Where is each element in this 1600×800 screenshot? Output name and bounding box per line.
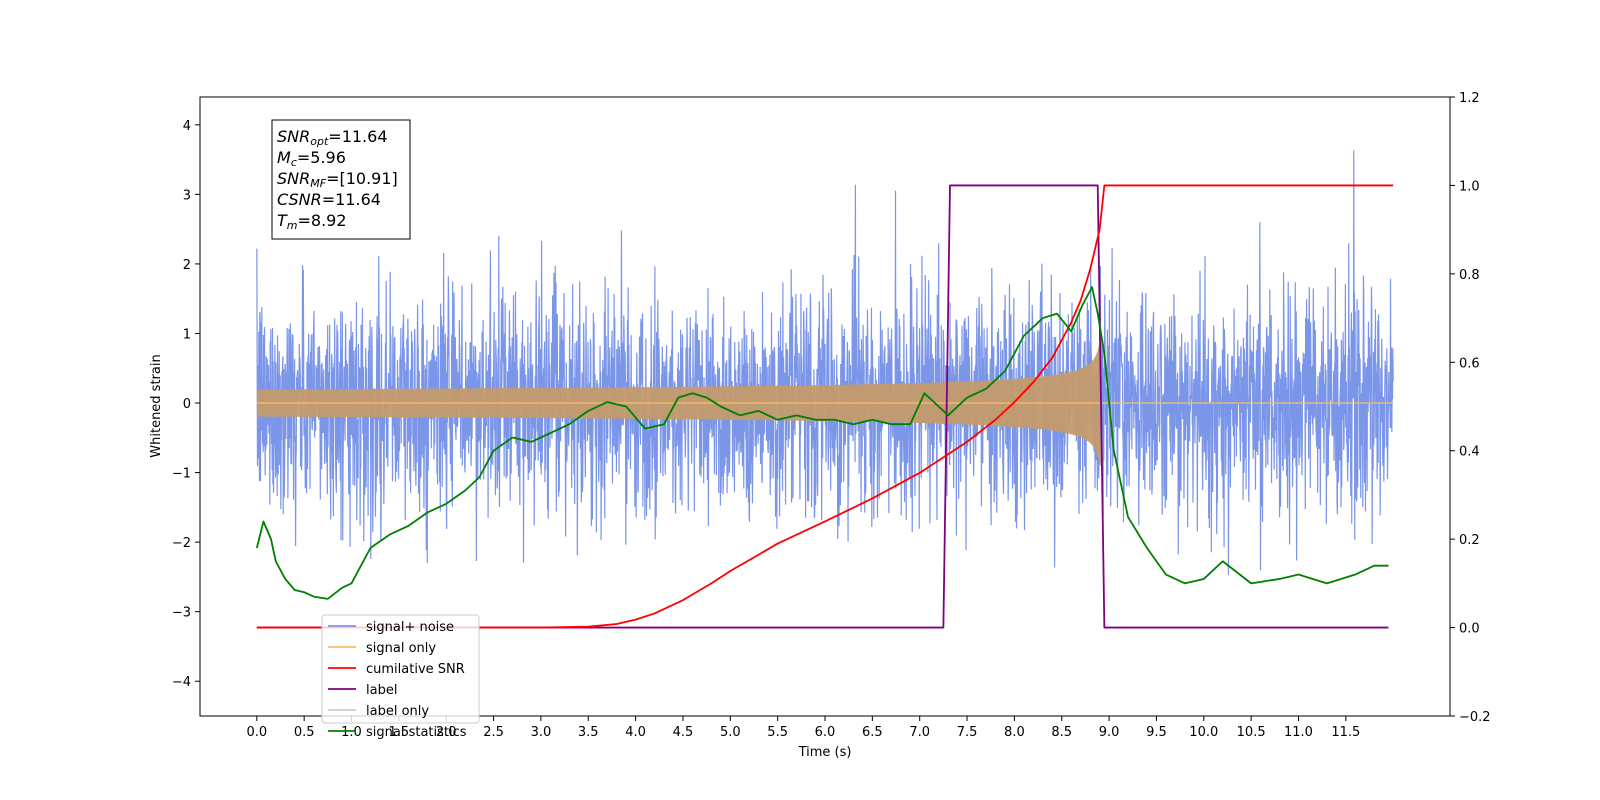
right-y-tick-label: 0.4 bbox=[1459, 445, 1480, 460]
cumilative-snr-line bbox=[256, 184, 1394, 629]
x-tick-label: 11.5 bbox=[1331, 725, 1360, 740]
x-tick-label: 2.5 bbox=[483, 725, 504, 740]
legend-label: signal+ noise bbox=[366, 620, 454, 635]
x-tick-label: 11.0 bbox=[1284, 725, 1313, 740]
info-value: =8.92 bbox=[298, 211, 347, 230]
left-y-tick-label: −3 bbox=[172, 606, 191, 621]
legend-label: signal only bbox=[366, 641, 436, 656]
x-tick-label: 8.5 bbox=[1051, 725, 1072, 740]
info-symbol: T bbox=[277, 211, 288, 230]
x-tick-label: 6.5 bbox=[862, 725, 883, 740]
legend-label: cumilative SNR bbox=[366, 662, 465, 677]
label-line bbox=[256, 184, 1389, 629]
left-y-axis-label: Whitened strain bbox=[149, 354, 164, 457]
right-y-axis-ticks: 1.2 1.0 0.8 0.6 0.4 0.2 0.0 −0.2 bbox=[1450, 91, 1491, 725]
legend-label: label bbox=[366, 683, 397, 698]
info-symbol: M bbox=[277, 148, 291, 167]
signal-statistics-line bbox=[255, 286, 1389, 600]
x-axis-label: Time (s) bbox=[798, 745, 852, 760]
info-value: =5.96 bbox=[297, 148, 346, 167]
right-y-tick-label: 0.0 bbox=[1459, 622, 1480, 637]
info-line: Mc=5.96 bbox=[277, 148, 346, 169]
info-symbol: SNR bbox=[277, 127, 310, 146]
x-tick-label: 5.5 bbox=[767, 725, 788, 740]
signal-noise-line bbox=[256, 150, 1394, 575]
left-y-tick-label: 3 bbox=[183, 188, 191, 203]
x-tick-label: 1.0 bbox=[341, 725, 362, 740]
x-tick-label: 0.5 bbox=[294, 725, 315, 740]
left-y-axis-ticks: 4 3 2 1 0 −1 −2 −3 −4 bbox=[172, 119, 200, 690]
info-subscript: opt bbox=[310, 135, 329, 148]
info-box: SNRopt=11.64Mc=5.96SNRMF=[10.91]CSNR=11.… bbox=[271, 119, 411, 240]
info-line: CSNR=11.64 bbox=[277, 190, 381, 209]
x-tick-label: 7.0 bbox=[909, 725, 930, 740]
legend-label: signal statistics bbox=[366, 725, 467, 740]
x-tick-label: 9.5 bbox=[1146, 725, 1167, 740]
info-value: =[10.91] bbox=[326, 169, 398, 188]
left-y-tick-label: 4 bbox=[183, 119, 191, 134]
info-subscript: c bbox=[291, 156, 297, 169]
x-tick-label: 10.5 bbox=[1237, 725, 1266, 740]
left-y-tick-label: 2 bbox=[183, 258, 191, 273]
right-y-tick-label: 0.6 bbox=[1459, 356, 1480, 371]
info-subscript: m bbox=[287, 219, 298, 232]
x-tick-label: 9.0 bbox=[1099, 725, 1120, 740]
info-subscript: MF bbox=[310, 177, 326, 190]
x-tick-label: 6.0 bbox=[815, 725, 836, 740]
x-tick-label: 7.5 bbox=[957, 725, 978, 740]
left-y-tick-label: −2 bbox=[172, 536, 191, 551]
signal-only-series bbox=[256, 340, 1394, 466]
x-tick-label: 5.0 bbox=[720, 725, 741, 740]
info-value: =11.64 bbox=[328, 127, 387, 146]
x-tick-label: 10.0 bbox=[1189, 725, 1218, 740]
info-line: SNRopt=11.64 bbox=[277, 127, 388, 148]
info-symbol: SNR bbox=[277, 169, 310, 188]
left-y-tick-label: −4 bbox=[172, 675, 191, 690]
info-value: =11.64 bbox=[322, 190, 381, 209]
right-axis-series bbox=[255, 184, 1394, 629]
x-tick-label: 3.5 bbox=[578, 725, 599, 740]
x-tick-label: 3.0 bbox=[531, 725, 552, 740]
x-axis-ticks: 0.0 0.5 1.0 1.5 2.0 2.5 3.0 3.5 4.0 4.5 5.0 5.5 6.0 6… bbox=[246, 716, 1360, 740]
legend-label: label only bbox=[366, 704, 429, 719]
left-y-tick-label: −1 bbox=[172, 467, 191, 482]
info-symbol: CSNR bbox=[277, 190, 322, 209]
x-tick-label: 1.5 bbox=[389, 725, 410, 740]
right-y-tick-label: −0.2 bbox=[1459, 710, 1491, 725]
right-y-tick-label: 0.8 bbox=[1459, 268, 1480, 283]
info-line: SNRMF=[10.91] bbox=[277, 169, 398, 190]
legend: signal+ noise signal only cumilative SNR la… bbox=[321, 614, 480, 740]
x-tick-label: 4.0 bbox=[625, 725, 646, 740]
right-y-tick-label: 1.2 bbox=[1459, 91, 1480, 106]
left-y-tick-label: 1 bbox=[183, 327, 191, 342]
right-y-tick-label: 1.0 bbox=[1459, 179, 1480, 194]
right-y-tick-label: 0.2 bbox=[1459, 533, 1480, 548]
info-line: Tm=8.92 bbox=[277, 211, 347, 232]
signal-noise-series bbox=[256, 150, 1394, 575]
x-tick-label: 2.0 bbox=[436, 725, 457, 740]
x-tick-label: 4.5 bbox=[673, 725, 694, 740]
x-tick-label: 8.0 bbox=[1004, 725, 1025, 740]
x-tick-label: 0.0 bbox=[246, 725, 267, 740]
left-y-tick-label: 0 bbox=[183, 397, 191, 412]
